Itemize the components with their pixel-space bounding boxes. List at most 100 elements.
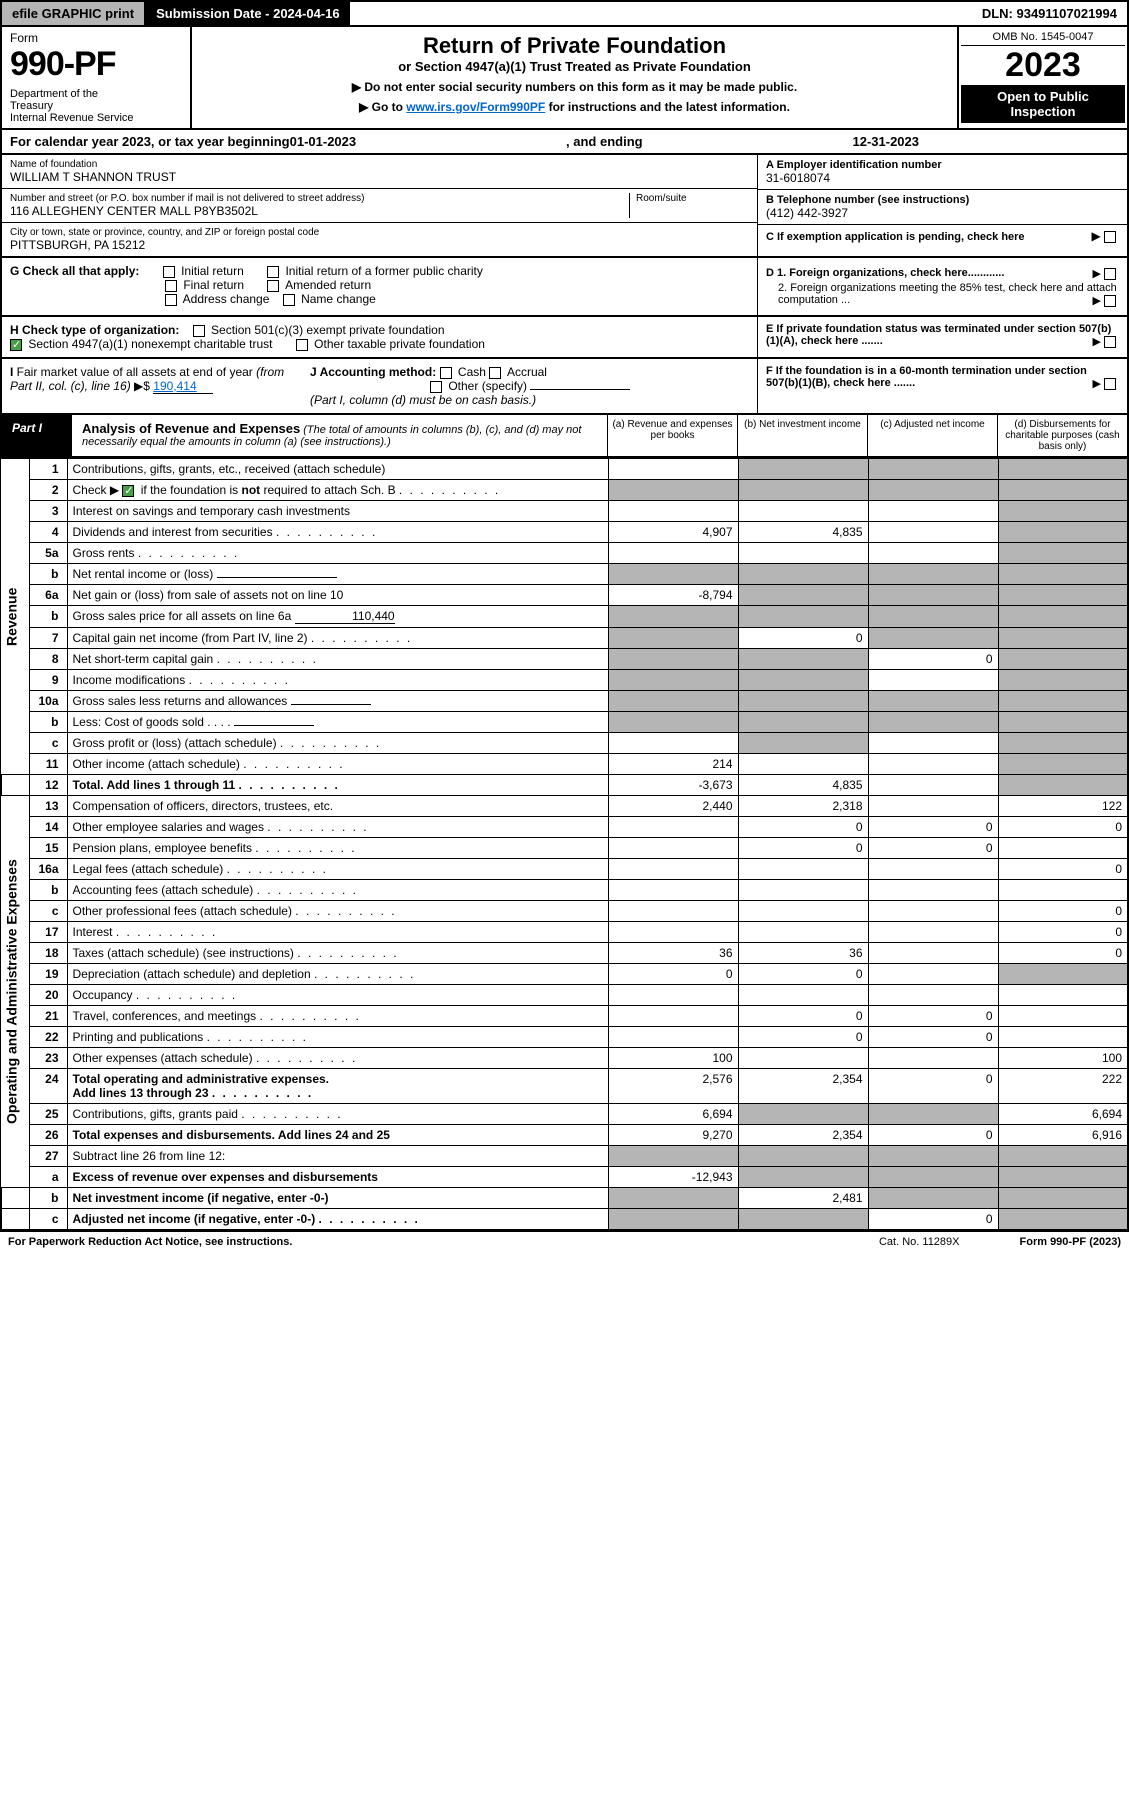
dept-label: Department of theTreasuryInternal Revenu… — [10, 88, 182, 124]
table-row: 22Printing and publications 00 — [1, 1027, 1128, 1048]
h-other-checkbox[interactable] — [296, 339, 308, 351]
form-header: Form 990-PF Department of theTreasuryInt… — [0, 27, 1129, 130]
table-row: 18Taxes (attach schedule) (see instructi… — [1, 943, 1128, 964]
table-row: 5aGross rents — [1, 543, 1128, 564]
calendar-row: For calendar year 2023, or tax year begi… — [0, 130, 1129, 155]
j-cash-checkbox[interactable] — [440, 367, 452, 379]
g-initial-checkbox[interactable] — [163, 266, 175, 278]
form-header-left: Form 990-PF Department of theTreasuryInt… — [2, 27, 192, 128]
irs-link[interactable]: www.irs.gov/Form990PF — [406, 100, 545, 114]
form-word: Form — [10, 31, 182, 45]
table-row: cOther professional fees (attach schedul… — [1, 901, 1128, 922]
d1-checkbox[interactable] — [1104, 268, 1116, 280]
id-block: Name of foundation WILLIAM T SHANNON TRU… — [0, 155, 1129, 258]
table-row: 16aLegal fees (attach schedule) 0 — [1, 859, 1128, 880]
city-cell: City or town, state or province, country… — [2, 223, 757, 256]
f-checkbox[interactable] — [1104, 378, 1116, 390]
efile-label: efile GRAPHIC print — [2, 2, 146, 25]
e-label: E If private foundation status was termi… — [766, 323, 1111, 347]
form-title: Return of Private Foundation — [204, 33, 945, 59]
form-header-right: OMB No. 1545-0047 2023 Open to Public In… — [957, 27, 1127, 128]
table-row: bNet rental income or (loss) — [1, 564, 1128, 585]
h-501c3-checkbox[interactable] — [193, 325, 205, 337]
table-row: 24Total operating and administrative exp… — [1, 1069, 1128, 1104]
table-row: 20Occupancy — [1, 985, 1128, 1006]
room-label: Room/suite — [636, 193, 749, 204]
form-subtitle: or Section 4947(a)(1) Trust Treated as P… — [204, 59, 945, 74]
cal-mid: , and ending — [356, 134, 852, 149]
tax-year: 2023 — [961, 46, 1125, 85]
col-a-header: (a) Revenue and expenses per books — [607, 415, 737, 456]
table-row: 27Subtract line 26 from line 12: — [1, 1146, 1128, 1167]
j-note: (Part I, column (d) must be on cash basi… — [310, 393, 536, 407]
pra-notice: For Paperwork Reduction Act Notice, see … — [8, 1236, 292, 1248]
cal-end: 12-31-2023 — [853, 134, 920, 149]
table-row: 2Check ▶ if the foundation is not requir… — [1, 480, 1128, 501]
g-name-checkbox[interactable] — [283, 294, 295, 306]
c-checkbox[interactable] — [1104, 231, 1116, 243]
schb-checkbox[interactable] — [122, 485, 134, 497]
g-address-checkbox[interactable] — [165, 294, 177, 306]
e-checkbox[interactable] — [1104, 336, 1116, 348]
foundation-name: WILLIAM T SHANNON TRUST — [10, 170, 749, 184]
table-row: 9Income modifications — [1, 670, 1128, 691]
part1-label: Part I — [2, 415, 72, 456]
part1-title: Analysis of Revenue and Expenses (The to… — [72, 415, 607, 456]
table-row: 14Other employee salaries and wages 000 — [1, 817, 1128, 838]
form-header-mid: Return of Private Foundation or Section … — [192, 27, 957, 128]
j-accrual-checkbox[interactable] — [489, 367, 501, 379]
i-block: I Fair market value of all assets at end… — [10, 365, 290, 407]
g-final-checkbox[interactable] — [165, 280, 177, 292]
form-note-1: ▶ Do not enter social security numbers o… — [204, 80, 945, 94]
cal-pre: For calendar year 2023, or tax year begi… — [10, 134, 290, 149]
checks-block: G Check all that apply: Initial return I… — [0, 258, 1129, 317]
address-row: Number and street (or P.O. box number if… — [2, 189, 757, 223]
table-row: 8Net short-term capital gain 0 — [1, 649, 1128, 670]
d2-checkbox[interactable] — [1104, 295, 1116, 307]
table-row: 21Travel, conferences, and meetings 00 — [1, 1006, 1128, 1027]
table-row: bLess: Cost of goods sold . . . . — [1, 712, 1128, 733]
table-row: bGross sales price for all assets on lin… — [1, 606, 1128, 628]
d-block: D 1. Foreign organizations, check here..… — [757, 258, 1127, 315]
name-label: Name of foundation — [10, 159, 749, 170]
fmv-value[interactable]: 190,414 — [153, 379, 213, 394]
cal-begin: 01-01-2023 — [290, 134, 357, 149]
address: 116 ALLEGHENY CENTER MALL P8YB3502L — [10, 204, 629, 218]
id-right: A Employer identification number 31-6018… — [757, 155, 1127, 256]
cat-no: Cat. No. 11289X — [879, 1236, 960, 1248]
g-initial-former-checkbox[interactable] — [267, 266, 279, 278]
table-row: 3Interest on savings and temporary cash … — [1, 501, 1128, 522]
ijf-block: I Fair market value of all assets at end… — [0, 359, 1129, 415]
phone-label: B Telephone number (see instructions) — [766, 194, 1119, 206]
table-row: Operating and Administrative Expenses 13… — [1, 796, 1128, 817]
table-row: 23Other expenses (attach schedule) 10010… — [1, 1048, 1128, 1069]
j-block: J Accounting method: Cash Accrual Other … — [290, 365, 749, 407]
foundation-name-cell: Name of foundation WILLIAM T SHANNON TRU… — [2, 155, 757, 189]
table-row: 7Capital gain net income (from Part IV, … — [1, 628, 1128, 649]
phone-cell: B Telephone number (see instructions) (4… — [758, 190, 1127, 225]
j-other-checkbox[interactable] — [430, 381, 442, 393]
col-b-header: (b) Net investment income — [737, 415, 867, 456]
col-d-header: (d) Disbursements for charitable purpose… — [997, 415, 1127, 456]
table-row: 6aNet gain or (loss) from sale of assets… — [1, 585, 1128, 606]
ein: 31-6018074 — [766, 171, 1119, 185]
ein-label: A Employer identification number — [766, 159, 1119, 171]
form-note-2: ▶ Go to www.irs.gov/Form990PF for instru… — [204, 100, 945, 114]
revenue-sidelabel: Revenue — [1, 459, 29, 775]
omb-label: OMB No. 1545-0047 — [961, 29, 1125, 46]
g-amended-checkbox[interactable] — [267, 280, 279, 292]
table-row: 19Depreciation (attach schedule) and dep… — [1, 964, 1128, 985]
open-inspection: Open to Public Inspection — [961, 85, 1125, 123]
c-cell: C If exemption application is pending, c… — [758, 225, 1127, 247]
table-row: bNet investment income (if negative, ent… — [1, 1188, 1128, 1209]
dln-label: DLN: 93491107021994 — [972, 2, 1127, 25]
h-4947-checkbox[interactable] — [10, 339, 22, 351]
col-c-header: (c) Adjusted net income — [867, 415, 997, 456]
table-row: cGross profit or (loss) (attach schedule… — [1, 733, 1128, 754]
c-label: C If exemption application is pending, c… — [766, 231, 1025, 243]
phone: (412) 442-3927 — [766, 206, 1119, 220]
main-table: Revenue 1Contributions, gifts, grants, e… — [0, 458, 1129, 1231]
form-number: 990-PF — [10, 45, 182, 84]
g-label: G Check all that apply: — [10, 264, 139, 278]
g-block: G Check all that apply: Initial return I… — [2, 258, 757, 315]
